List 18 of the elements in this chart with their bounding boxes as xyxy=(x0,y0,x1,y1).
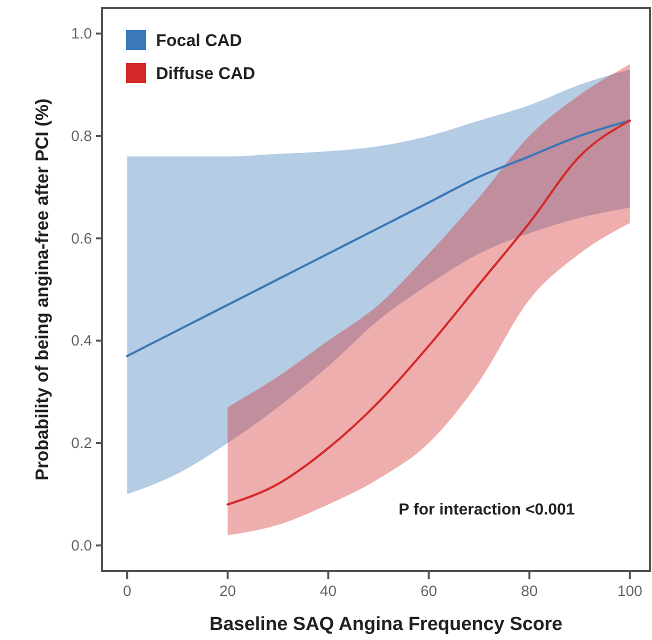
y-tick-label: 1.0 xyxy=(71,26,92,43)
x-tick-label: 80 xyxy=(520,583,538,600)
y-tick-label: 0.2 xyxy=(71,435,92,452)
x-tick-label: 0 xyxy=(122,583,132,600)
annotation: P for interaction <0.001 xyxy=(398,502,575,519)
x-axis-title: Baseline SAQ Angina Frequency Score xyxy=(209,614,563,635)
y-axis-title: Probability of being angina-free after PCI (%) xyxy=(32,98,52,481)
y-tick-label: 0.8 xyxy=(71,128,92,145)
y-tick-label: 0.0 xyxy=(71,537,92,554)
line-series xyxy=(126,120,631,358)
legend-label: Diffuse CAD xyxy=(156,64,256,83)
y-tick-label: 0.4 xyxy=(71,332,92,350)
x-tick-label: 100 xyxy=(617,583,642,600)
x-tick-label: 60 xyxy=(420,583,438,600)
y-tick-label: 0.6 xyxy=(71,230,92,248)
x-tick-label: 40 xyxy=(320,583,337,600)
legend-label: Focal CAD xyxy=(156,31,242,50)
x-tick-label: 20 xyxy=(219,583,236,600)
